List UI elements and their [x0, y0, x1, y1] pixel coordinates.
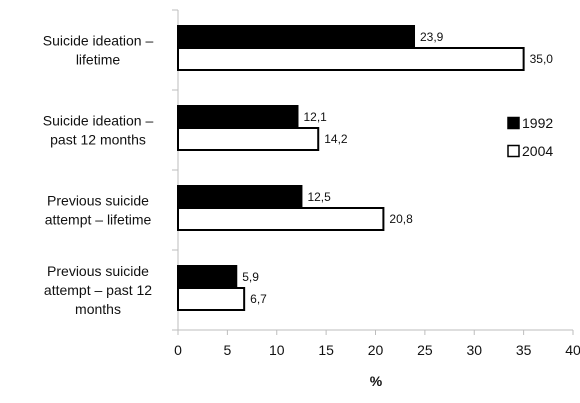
- bar-1992: [177, 185, 303, 209]
- data-label: 23,9: [420, 30, 444, 44]
- x-tick-label: 0: [174, 342, 182, 358]
- x-tick-label: 15: [318, 342, 334, 358]
- chart-bars: 23,9 35,0 12,1 14,2 12,5 20,8 5,9 6,7: [177, 25, 554, 311]
- legend-swatch-2004: [507, 144, 520, 158]
- x-tick-label: 30: [466, 342, 482, 358]
- data-label: 14,2: [324, 132, 348, 146]
- data-label: 5,9: [242, 270, 259, 284]
- x-tick-label: 10: [269, 342, 285, 358]
- category-label: Suicide ideation – past 12 months: [43, 113, 154, 148]
- bar-2004: [177, 207, 385, 231]
- x-tick-label: 5: [223, 342, 231, 358]
- bar-2004: [177, 127, 320, 151]
- x-axis-title: %: [370, 373, 383, 389]
- bar-1992: [177, 105, 299, 129]
- x-tick-label: 40: [565, 342, 580, 358]
- bar-1992: [177, 265, 238, 289]
- x-tick-label: 20: [368, 342, 384, 358]
- chart-legend: 1992 2004: [507, 115, 553, 159]
- bar-2004: [177, 287, 246, 311]
- data-label: 6,7: [250, 292, 267, 306]
- x-tick-label: 25: [417, 342, 433, 358]
- data-label: 35,0: [530, 52, 554, 66]
- x-tick-label: 35: [516, 342, 532, 358]
- data-label: 20,8: [389, 212, 413, 226]
- x-tick-labels: 0 5 10 15 20 25 30 35 40: [174, 342, 580, 358]
- category-label: Previous suicide attempt – lifetime: [45, 193, 152, 228]
- bar-1992: [177, 25, 416, 49]
- data-label: 12,1: [303, 110, 327, 124]
- legend-label-2004: 2004: [522, 143, 553, 159]
- category-labels: Suicide ideation – lifetime Suicide ideati…: [43, 33, 154, 318]
- data-label: 12,5: [307, 190, 331, 204]
- legend-label-1992: 1992: [522, 115, 553, 131]
- bar-2004: [177, 47, 525, 71]
- category-label: Previous suicide attempt – past 12 months: [44, 263, 152, 317]
- category-label: Suicide ideation – lifetime: [43, 33, 154, 68]
- legend-swatch-1992: [507, 116, 520, 130]
